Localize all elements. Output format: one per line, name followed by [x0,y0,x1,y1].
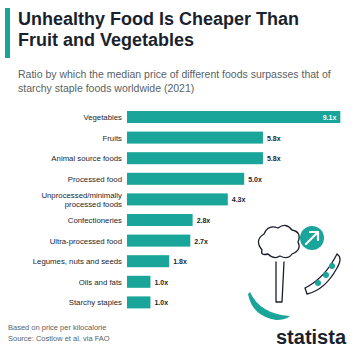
illustration-shape [329,263,335,269]
category-label: Starchy staples [69,298,122,307]
title-accent [5,8,10,58]
category-label: Vegetables [83,113,122,122]
data-label: 4.3x [232,196,246,203]
data-label: 1.0x [154,299,168,306]
illustration-shape [315,280,321,286]
source: Source: Costlow et al. via FAO [8,334,110,343]
text-line: Oils and fats [79,278,122,287]
text-line: Fruits [103,134,123,143]
text-line: processed foods [65,200,122,209]
data-label: 9.1x [323,114,337,121]
bar [127,111,340,123]
category-label: Legumes, nuts and seeds [33,257,122,266]
text-line: Fruit and Vegetables [18,30,194,50]
text-line: Legumes, nuts and seeds [33,257,122,266]
data-label: 2.8x [197,217,211,224]
bar [127,276,150,288]
data-label: 1.8x [173,258,187,265]
bar [127,255,169,267]
text-line: Animal source foods [51,154,122,163]
data-label: 5.8x [267,135,281,142]
chart: Unhealthy Food Is Cheaper ThanFruit and … [0,0,355,355]
text-line: Ratio by which the median price of diffe… [18,68,331,80]
category-label: Fruits [103,134,123,143]
data-label: 1.0x [154,279,168,286]
data-label: 2.7x [194,238,208,245]
illustration-badge [300,226,324,250]
category-label: Processed food [68,175,122,184]
category-label: Ultra-processed food [50,237,122,246]
bar [127,173,244,185]
category-label: Oils and fats [79,278,122,287]
bars [127,111,340,308]
illustration-shape [276,262,284,302]
category-label: Confectioneries [68,216,122,225]
bar [127,193,228,205]
text-line: Vegetables [83,113,122,122]
text-line: Unhealthy Food Is Cheaper Than [18,9,299,29]
illustration-shape [258,225,299,257]
illustration [248,225,340,320]
title: Unhealthy Food Is Cheaper ThanFruit and … [18,9,299,50]
labels: Vegetables 9.1x Fruits 5.8x Animal source fo… [33,113,337,307]
bar [127,214,193,226]
category-label: Animal source foods [51,154,122,163]
note: Based on price per kilocalorie [8,323,106,332]
category-label: Unprocessed/minimallyprocessed foods [41,191,122,209]
illustration-shape [323,272,329,278]
bar [127,235,190,247]
illustration-shape [248,292,290,320]
subtitle: Ratio by which the median price of diffe… [18,68,331,94]
data-label: 5.8x [267,155,281,162]
logo: statista [276,326,347,348]
text-line: Ultra-processed food [50,237,122,246]
illustration-arrow [306,232,318,244]
text-line: Starchy staples [69,298,122,307]
text-line: Processed food [68,175,122,184]
bar [127,152,263,164]
text-line: starchy staple foods worldwide (2021) [18,82,194,94]
illustration-shape [305,254,340,294]
text-line: Confectioneries [68,216,122,225]
data-label: 5.0x [248,176,262,183]
bar [127,132,263,144]
bar [127,296,150,308]
page: {"chart_data": {"type": "bar", "orientat… [0,0,355,355]
